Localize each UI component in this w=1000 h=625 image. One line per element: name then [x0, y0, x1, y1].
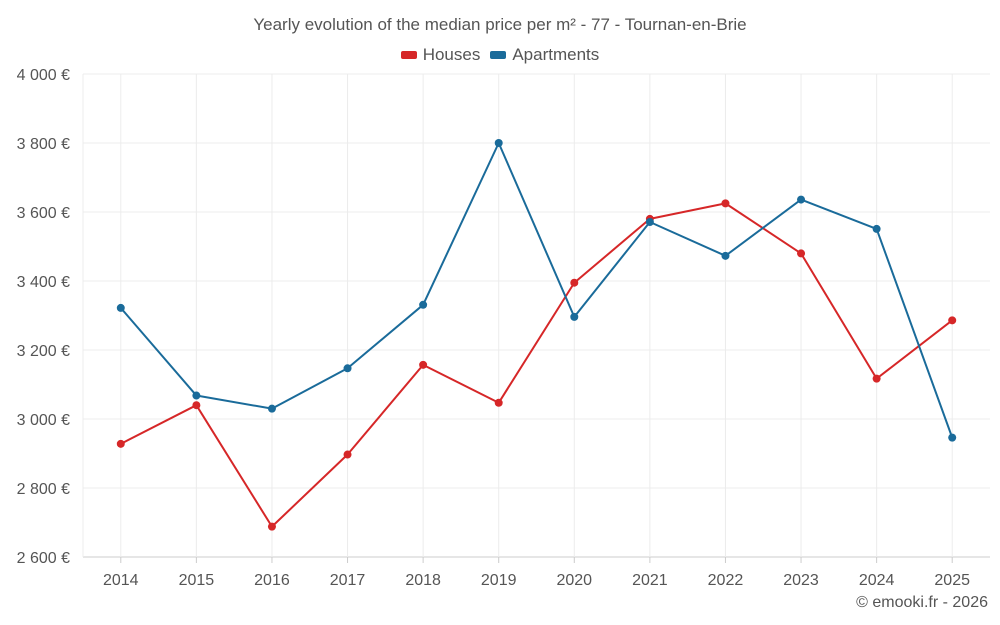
credit-text: © emooki.fr - 2026	[856, 594, 988, 611]
legend: Houses Apartments	[0, 45, 1000, 65]
y-tick-label: 3 200 €	[17, 343, 70, 360]
data-point-apartments	[419, 300, 428, 309]
x-tick-label: 2021	[632, 572, 668, 589]
data-point-houses	[948, 316, 957, 325]
data-point-apartments	[116, 303, 125, 312]
data-point-apartments	[645, 218, 654, 227]
data-point-apartments	[494, 139, 503, 147]
data-point-apartments	[570, 312, 579, 321]
x-tick-label: 2025	[934, 572, 970, 589]
x-tick-label: 2023	[783, 572, 819, 589]
chart-title: Yearly evolution of the median price per…	[253, 15, 747, 34]
data-point-houses	[494, 398, 503, 407]
data-point-apartments	[721, 251, 730, 260]
x-tick-label: 2019	[481, 572, 517, 589]
x-tick-label: 2024	[859, 572, 895, 589]
legend-label-apartments: Apartments	[512, 45, 600, 64]
x-tick-label: 2020	[556, 572, 592, 589]
legend-item-apartments[interactable]: Apartments	[490, 45, 599, 65]
x-tick-label: 2018	[405, 572, 441, 589]
series-line-apartments	[120, 142, 954, 438]
x-tick-label: 2016	[254, 572, 290, 589]
data-point-apartments	[192, 391, 201, 400]
x-tick-label: 2017	[330, 572, 366, 589]
series-line-houses	[120, 202, 953, 528]
data-point-houses	[570, 278, 579, 287]
data-point-apartments	[872, 224, 881, 233]
y-tick-label: 2 800 €	[17, 481, 70, 498]
legend-swatch-apartments	[490, 51, 507, 59]
x-tick-label: 2014	[103, 572, 139, 589]
x-tick-label: 2015	[179, 572, 215, 589]
y-tick-label: 4 000 €	[17, 67, 70, 84]
data-point-houses	[872, 374, 881, 383]
y-tick-label: 2 600 €	[17, 550, 70, 567]
data-point-houses	[116, 439, 125, 448]
data-point-houses	[419, 360, 428, 369]
data-point-apartments	[343, 364, 352, 373]
legend-item-houses[interactable]: Houses	[400, 45, 481, 65]
data-point-houses	[797, 249, 806, 258]
y-tick-label: 3 800 €	[17, 136, 70, 153]
data-point-houses	[721, 199, 730, 208]
y-tick-label: 3 600 €	[17, 205, 70, 222]
data-point-houses	[192, 401, 201, 410]
x-tick-label: 2022	[708, 572, 744, 589]
legend-label-houses: Houses	[422, 45, 481, 64]
data-point-houses	[343, 450, 352, 459]
data-point-houses	[267, 522, 276, 531]
data-point-apartments	[267, 404, 276, 413]
y-tick-label: 3 000 €	[17, 412, 70, 429]
data-point-apartments	[797, 195, 806, 204]
legend-swatch-houses	[400, 51, 417, 59]
y-tick-label: 3 400 €	[17, 274, 70, 291]
data-point-apartments	[948, 433, 957, 442]
